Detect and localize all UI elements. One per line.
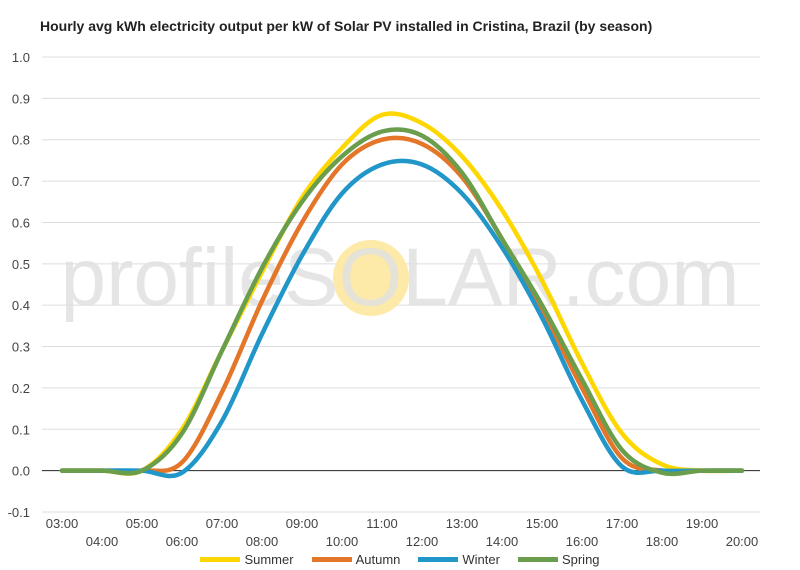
x-tick-label: 04:00 — [86, 534, 119, 549]
y-tick-label: 0.6 — [12, 215, 30, 230]
x-tick-label: 12:00 — [406, 534, 439, 549]
legend: Summer Autumn Winter Spring — [0, 549, 800, 569]
legend-item-summer: Summer — [200, 551, 294, 567]
y-tick-label: 0.1 — [12, 422, 30, 437]
y-tick-label: 0.0 — [12, 464, 30, 479]
legend-item-winter: Winter — [418, 552, 500, 567]
legend-label: Autumn — [355, 551, 401, 567]
legend-item-autumn: Autumn — [311, 551, 401, 567]
x-tick-label: 11:00 — [366, 516, 398, 531]
x-tick-label: 08:00 — [246, 534, 279, 549]
y-tick-label: 0.5 — [12, 257, 30, 272]
y-tick-label: -0.1 — [8, 505, 30, 520]
watermark-text: profileSOLAR.com — [60, 232, 739, 323]
x-tick-label: 07:00 — [206, 516, 239, 531]
x-tick-label: 05:00 — [126, 516, 159, 531]
legend-item-spring: Spring — [517, 551, 600, 567]
axis-layer: 1.0 0.9 0.8 0.7 0.6 0.5 0.4 0.3 0.2 0.1 0.0 -0.1 03:… — [8, 50, 759, 549]
y-tick-label: 0.3 — [12, 340, 30, 355]
chart-title: Hourly avg kWh electricity output per kW… — [40, 18, 653, 34]
x-tick-label: 14:00 — [486, 534, 519, 549]
sun-logo-icon — [333, 240, 409, 316]
series-layer — [59, 111, 745, 479]
series-line-autumn — [59, 135, 745, 474]
y-tick-label: 1.0 — [12, 50, 30, 65]
y-tick-label: 0.7 — [12, 174, 30, 189]
y-tick-label: 0.2 — [12, 381, 30, 396]
y-tick-label: 0.8 — [12, 133, 30, 148]
x-tick-label: 18:00 — [646, 534, 679, 549]
x-tick-label: 06:00 — [166, 534, 199, 549]
x-tick-label: 15:00 — [526, 516, 559, 531]
series-line-winter — [59, 158, 745, 479]
x-tick-label: 03:00 — [46, 516, 79, 531]
y-tick-label: 0.9 — [12, 91, 30, 106]
watermark: profileSOLAR.com — [60, 232, 739, 323]
legend-label: Winter — [462, 551, 500, 567]
legend-swatch — [517, 556, 558, 562]
legend-label: Summer — [244, 551, 294, 567]
legend-swatch — [200, 556, 241, 562]
x-tick-label: 19:00 — [686, 516, 719, 531]
x-tick-label: 17:00 — [606, 516, 639, 531]
y-tick-label: 0.4 — [12, 298, 30, 313]
legend-swatch — [311, 556, 352, 562]
x-tick-label: 20:00 — [726, 534, 759, 549]
x-tick-label: 10:00 — [326, 534, 359, 549]
x-tick-label: 09:00 — [286, 516, 319, 531]
x-tick-label: 16:00 — [566, 534, 599, 549]
series-line-spring — [59, 127, 745, 477]
legend-swatch — [418, 556, 459, 562]
legend-label: Spring — [561, 551, 600, 567]
x-tick-label: 13:00 — [446, 516, 479, 531]
